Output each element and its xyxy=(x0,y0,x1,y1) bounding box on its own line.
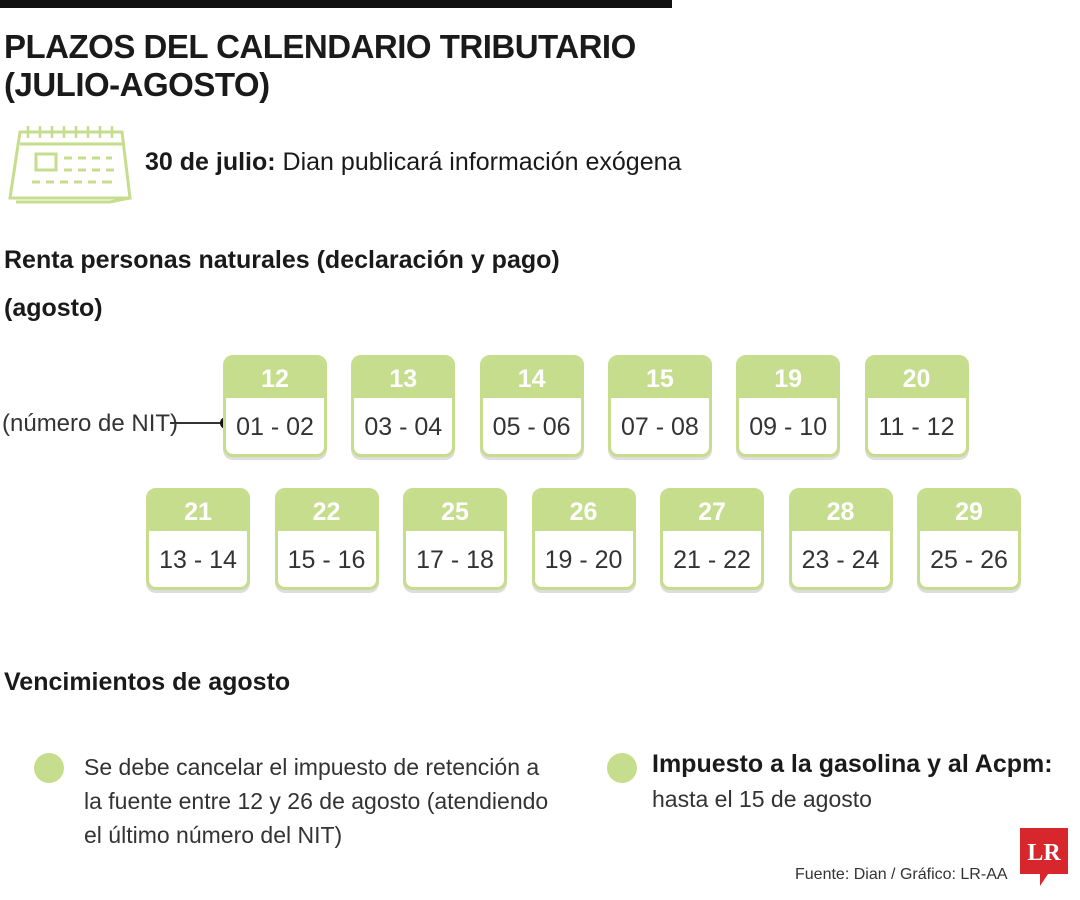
bullet xyxy=(607,753,637,783)
date-card: 13 03 - 04 xyxy=(351,355,456,457)
date-card: 28 23 - 24 xyxy=(788,488,893,590)
card-nit: 19 - 20 xyxy=(544,546,623,574)
card-day: 15 xyxy=(610,358,709,398)
date-card: 29 25 - 26 xyxy=(917,488,1021,590)
calendar-icon xyxy=(8,126,132,204)
card-day: 13 xyxy=(354,358,453,398)
card-nit: 25 - 26 xyxy=(930,546,1008,574)
notice-text: Dian publicará información exógena xyxy=(282,148,682,176)
section-subheading: (agosto) xyxy=(4,294,103,322)
connector-line xyxy=(170,422,226,424)
card-nit: 17 - 18 xyxy=(416,546,494,574)
footer-source: Fuente: Dian / Gráfico: LR-AA xyxy=(795,866,1008,883)
date-card: 22 15 - 16 xyxy=(274,488,379,590)
card-nit: 09 - 10 xyxy=(749,413,828,441)
card-day: 19 xyxy=(739,358,838,398)
card-day: 29 xyxy=(920,491,1018,531)
date-card: 20 11 - 12 xyxy=(864,355,969,457)
logo-text: LR xyxy=(1027,840,1061,866)
title-line: (JULIO-AGOSTO) xyxy=(4,66,270,103)
date-card: 14 05 - 06 xyxy=(479,355,584,457)
card-day: 26 xyxy=(534,491,633,531)
card-nit: 03 - 04 xyxy=(364,413,443,441)
date-card: 15 07 - 08 xyxy=(607,355,712,457)
card-day: 25 xyxy=(406,491,504,531)
bullet-text: Se debe cancelar el impuesto de retenció… xyxy=(84,754,549,848)
date-card: 21 13 - 14 xyxy=(146,488,250,590)
card-nit: 23 - 24 xyxy=(801,546,880,574)
title-line: PLAZOS DEL CALENDARIO TRIBUTARIO xyxy=(4,28,636,65)
card-day: 20 xyxy=(867,358,966,398)
card-nit: 11 - 12 xyxy=(878,413,955,441)
card-nit: 07 - 08 xyxy=(620,413,699,441)
card-day: 21 xyxy=(149,491,247,531)
date-card: 27 21 - 22 xyxy=(660,488,764,590)
bullet-text: hasta el 15 de agosto xyxy=(652,786,872,812)
card-nit: 05 - 06 xyxy=(492,413,571,441)
card-day: 14 xyxy=(482,358,581,398)
bullet xyxy=(34,753,64,783)
card-nit: 21 - 22 xyxy=(673,546,751,574)
date-card: 25 17 - 18 xyxy=(403,488,507,590)
card-day: 22 xyxy=(277,491,376,531)
date-card: 26 19 - 20 xyxy=(531,488,636,590)
card-day: 28 xyxy=(791,491,890,531)
date-card: 12 01 - 02 xyxy=(223,355,327,457)
connector-label: (número de NIT) xyxy=(2,410,179,437)
notice: 30 de julio: Dian publicará información … xyxy=(145,148,681,177)
section-heading: Vencimientos de agosto xyxy=(4,668,291,696)
card-day: 12 xyxy=(226,358,324,398)
date-card: 19 09 - 10 xyxy=(736,355,841,457)
card-nit: 13 - 14 xyxy=(159,546,237,574)
notice-date: 30 de julio: xyxy=(145,148,276,176)
card-day: 27 xyxy=(663,491,761,531)
card-nit: 15 - 16 xyxy=(287,546,366,574)
top-bar xyxy=(0,0,672,8)
logo: LR xyxy=(1020,828,1068,886)
card-nit: 01 - 02 xyxy=(236,413,314,441)
bullet-title: Impuesto a la gasolina y al Acpm: xyxy=(652,750,1053,778)
section-heading: Renta personas naturales (declaración y … xyxy=(4,246,560,274)
